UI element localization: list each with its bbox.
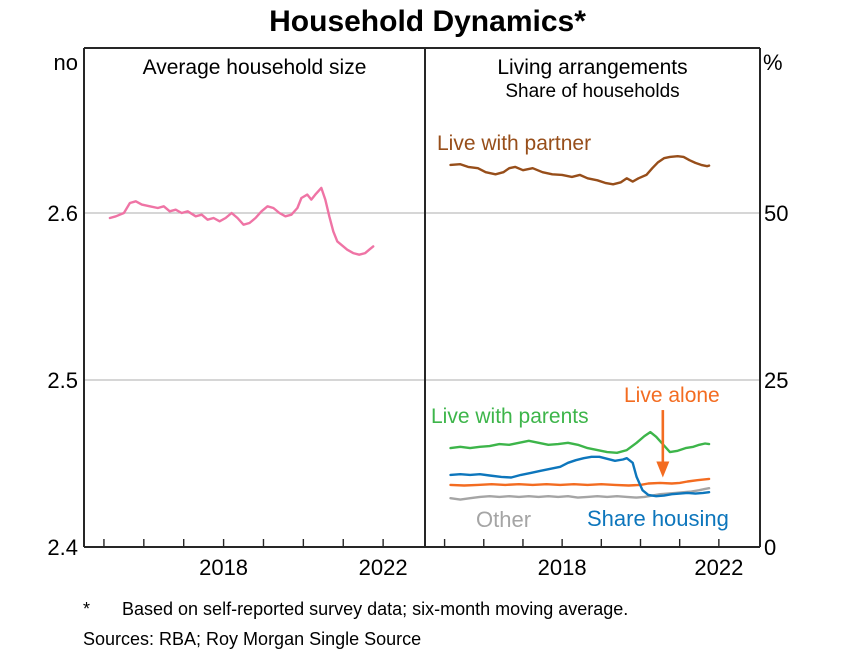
y-tick-label: 50	[764, 200, 789, 226]
y-tick-label: 2.4	[47, 535, 78, 560]
y-axis-unit-right: %	[763, 50, 783, 75]
panel-subtitle-right: Share of households	[505, 81, 680, 102]
x-tick-label: 2018	[199, 555, 249, 580]
series-label-other: Other	[476, 507, 532, 532]
footnote-marker: *	[83, 599, 91, 619]
footnote: * Based on self-reported survey data; six…	[83, 599, 628, 620]
x-tick-label: 2022	[694, 555, 744, 580]
series-label-share-housing: Share housing	[587, 506, 729, 531]
series-label-live-alone: Live alone	[624, 384, 720, 407]
series-line-blue	[449, 455, 711, 498]
chart-title: Household Dynamics*	[269, 5, 586, 38]
x-tick-label: 2018	[537, 555, 587, 580]
y-tick-label: 0	[764, 535, 777, 560]
series-line-brown	[449, 154, 711, 186]
x-tick-label: 2022	[358, 555, 408, 580]
y-tick-label: 2.6	[47, 200, 78, 226]
y-tick-label: 2.5	[47, 367, 78, 393]
y-tick-label: 25	[764, 367, 789, 393]
series-label-live-with-partner: Live with partner	[437, 132, 592, 155]
y-axis-unit-left: no	[53, 50, 78, 75]
footnote-text: Based on self-reported survey data; six-…	[122, 599, 629, 619]
annotation-arrow-head	[656, 461, 670, 478]
sources-line: Sources: RBA; Roy Morgan Single Source	[83, 629, 422, 649]
panel-title-right: Living arrangements	[497, 56, 688, 79]
panel-title-left: Average household size	[142, 56, 367, 79]
series-line-orange	[449, 477, 711, 487]
series-line-pink	[108, 186, 375, 256]
series-label-live-with-parents: Live with parents	[431, 405, 589, 428]
series-line-green	[449, 430, 711, 454]
